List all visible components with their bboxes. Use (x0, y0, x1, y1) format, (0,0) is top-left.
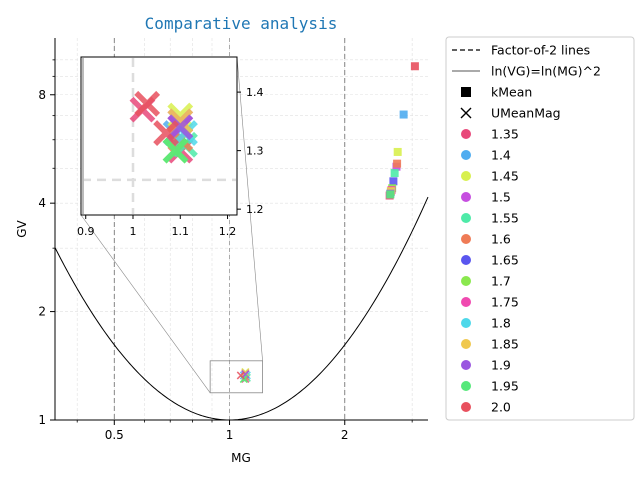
legend-label: 1.4 (491, 148, 511, 163)
legend-swatch-1.4 (461, 150, 471, 160)
legend-label: ln(VG)=ln(MG)^2 (491, 64, 601, 79)
inset-connector-line (236, 56, 263, 361)
kmean-point-1.95 (386, 190, 395, 199)
chart-title: Comparative analysis (145, 14, 338, 33)
legend-label: Factor-of-2 lines (491, 43, 590, 58)
x-tick-label: 1 (226, 428, 234, 442)
legend-swatch-1.75 (461, 297, 471, 307)
inset-axes: 0.9 1 1.1 1.2 1.2 1.3 1.4 (77, 56, 264, 238)
inset-x-tick-label: 0.9 (77, 225, 95, 238)
legend-label: 1.8 (491, 316, 511, 331)
legend-label: 1.9 (491, 358, 511, 373)
y-axis-label: GV (15, 219, 29, 237)
inset-x-tick-label: 1 (130, 225, 137, 238)
legend-swatch-1.7 (461, 276, 471, 286)
y-tick-label: 4 (38, 196, 46, 210)
inset-connector-line (80, 214, 211, 393)
legend-swatch-1.6 (461, 234, 471, 244)
legend-swatch-umeanmag (460, 107, 472, 119)
y-tick-label: 8 (38, 88, 46, 102)
legend-label: 1.65 (491, 253, 519, 268)
kmean-points (385, 62, 419, 200)
legend-swatch-1.85 (461, 339, 471, 349)
kmean-point-1.6 (393, 159, 402, 168)
legend-swatch-1.9 (461, 360, 471, 370)
kmean-point-1.65 (389, 177, 398, 186)
legend-swatch-1.45 (461, 171, 471, 181)
legend-swatch-1.5 (461, 192, 471, 202)
x-tick-label: 0.5 (105, 428, 124, 442)
inset-x-tick-label: 1.1 (172, 225, 190, 238)
inset-y-tick-label: 1.4 (246, 86, 264, 99)
legend-swatch-kmean (461, 87, 471, 97)
legend-label: kMean (491, 85, 532, 100)
kmean-point-1.55 (390, 169, 399, 178)
inset-frame (80, 56, 238, 216)
y-tick-label: 1 (38, 413, 46, 427)
x-ticks: 0.5 1 2 (76, 420, 413, 442)
legend-label: 1.85 (491, 337, 519, 352)
legend-swatch-1.55 (461, 213, 471, 223)
legend-label: 1.95 (491, 379, 519, 394)
umeanmag-point-1.85 (241, 368, 250, 378)
legend-items: Factor-of-2 lines ln(VG)=ln(MG)^2 kMean UMe… (452, 43, 601, 415)
kmean-point-1.4 (399, 110, 408, 119)
inset-point-2.0 (134, 90, 161, 117)
legend-label: 1.35 (491, 127, 519, 142)
legend-label: 1.7 (491, 274, 511, 289)
inset-y-tick-label: 1.3 (246, 145, 264, 158)
umeanmag-points (236, 367, 251, 384)
inset-zoom-box (209, 360, 263, 394)
x-axis-label: MG (231, 451, 251, 465)
x-tick-label: 2 (341, 428, 349, 442)
legend-label: 1.45 (491, 169, 519, 184)
legend-swatch-1.35 (461, 129, 471, 139)
kmean-point-2.0 (410, 62, 419, 71)
inset-point-1.95 (162, 137, 189, 164)
legend-swatch-1.95 (461, 381, 471, 391)
umeanmag-point-2.0 (236, 371, 245, 380)
inset-ticks: 0.9 1 1.1 1.2 1.2 1.3 1.4 (77, 86, 264, 238)
legend-label: 2.0 (491, 400, 511, 415)
y-ticks: 1 2 4 8 (38, 59, 55, 427)
legend-label: 1.75 (491, 295, 519, 310)
legend-swatch-2.0 (461, 402, 471, 412)
inset-x-tick-label: 1.2 (219, 225, 237, 238)
legend: Factor-of-2 lines ln(VG)=ln(MG)^2 kMean UMe… (445, 36, 635, 421)
inset-y-tick-label: 1.2 (246, 203, 264, 216)
legend-swatch-1.8 (461, 318, 471, 328)
legend-label: UMeanMag (491, 106, 561, 121)
inset-points (129, 90, 198, 164)
kmean-point-1.45 (393, 147, 402, 156)
legend-label: 1.6 (491, 232, 511, 247)
y-tick-label: 2 (38, 305, 46, 319)
inset-point-2.0 (153, 120, 179, 146)
legend-swatch-1.65 (461, 255, 471, 265)
legend-frame (445, 36, 635, 421)
legend-label: 1.5 (491, 190, 511, 205)
legend-label: 1.55 (491, 211, 519, 226)
ln-curve (54, 196, 429, 421)
